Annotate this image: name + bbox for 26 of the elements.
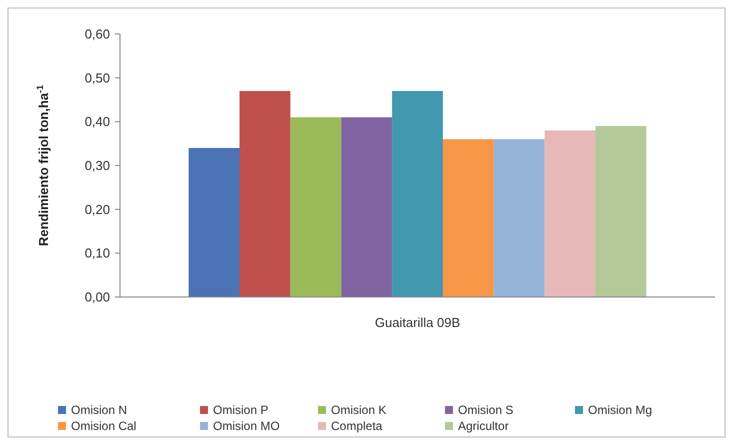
bar: [341, 117, 392, 297]
y-tick-label: 0,50: [84, 70, 110, 86]
legend-label: Omision MO: [213, 419, 280, 434]
bar: [544, 130, 596, 297]
legend-label: Omision Mg: [588, 403, 652, 418]
legend-label: Omision K: [331, 403, 386, 418]
y-tick-label: 0,40: [84, 114, 110, 130]
legend-label: Omision S: [458, 403, 514, 418]
x-tick-label: Guaitarilla 09B: [374, 315, 460, 330]
bar: [240, 90, 290, 297]
y-tick-label: 0,30: [84, 158, 110, 174]
bar: [442, 139, 494, 297]
y-tick-label: 0,60: [84, 26, 110, 42]
legend-label: Omision N: [71, 403, 128, 418]
bar: [392, 90, 443, 297]
y-tick-label: 0,20: [84, 202, 110, 217]
bar: [494, 139, 545, 297]
y-tick-label: 0,00: [84, 290, 110, 305]
bar: [188, 148, 240, 297]
bar: [290, 117, 342, 297]
y-tick-label: 0,10: [84, 246, 110, 261]
legend-label: Agricultor: [458, 419, 509, 434]
legend-label: Omision Cal: [71, 419, 136, 434]
legend-label: Completa: [331, 419, 383, 434]
legend-label: Omision P: [213, 403, 268, 418]
bar: [595, 126, 646, 297]
